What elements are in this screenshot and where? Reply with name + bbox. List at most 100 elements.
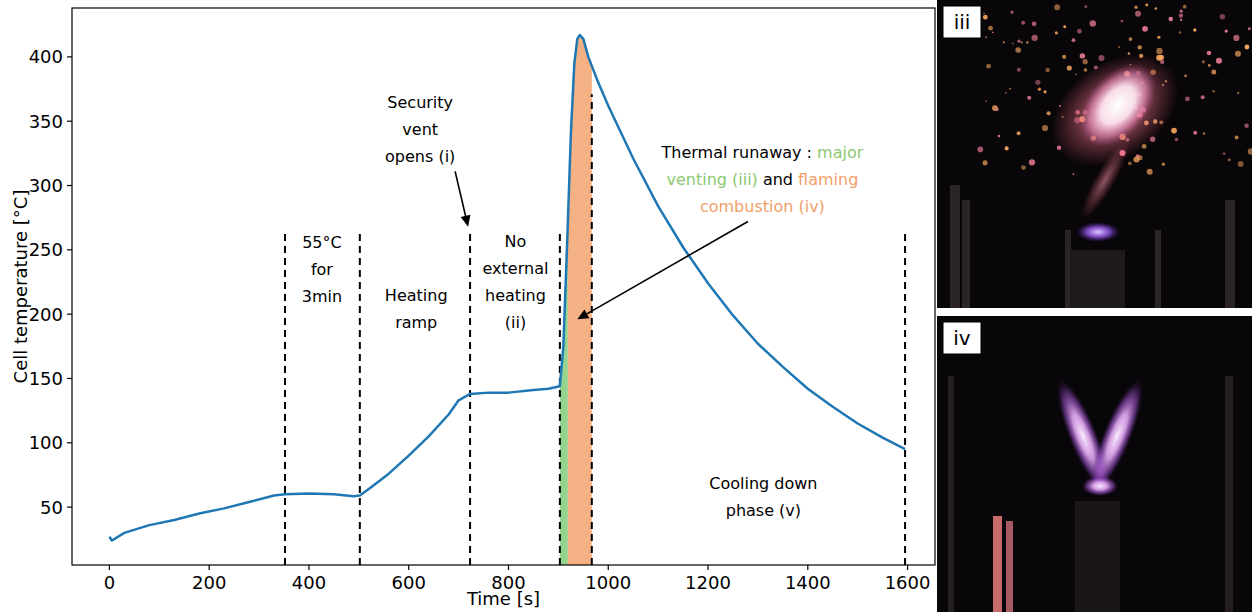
photo-spark — [1128, 162, 1132, 166]
annotation-line: Security — [387, 93, 453, 112]
annotation-text: heating — [485, 286, 546, 305]
photo-spark — [1021, 21, 1025, 25]
photo-spark — [1185, 96, 1190, 101]
photo-spark — [1005, 146, 1009, 150]
phase-boundary — [559, 231, 561, 565]
y-tick — [67, 314, 72, 315]
photo-spark — [1031, 35, 1037, 41]
photo-spark — [1010, 11, 1013, 14]
photo-spark — [1162, 163, 1165, 166]
y-tick-label: 250 — [29, 239, 63, 260]
photo-background — [937, 0, 1252, 308]
photo-spark — [1179, 31, 1181, 33]
x-tick-label: 600 — [392, 572, 426, 593]
photo-rod — [993, 516, 1002, 612]
photo-spark — [1072, 38, 1076, 42]
photo-spark — [1193, 28, 1196, 31]
y-tick-label: 350 — [29, 111, 63, 132]
photo-spark — [1063, 25, 1066, 28]
annotation-text: major — [817, 143, 864, 162]
phase-boundary — [469, 231, 471, 565]
photo-spark — [983, 160, 988, 165]
annotation-text: (ii) — [505, 313, 526, 332]
photo-spark — [1171, 128, 1177, 134]
annotation-line: ramp — [395, 313, 437, 332]
figure: 0200400600800100012001400160050100150200… — [0, 0, 1252, 612]
photo-spark — [1180, 10, 1183, 13]
photo-flame-base — [1082, 476, 1118, 496]
annotation-line: Heating — [385, 286, 448, 305]
photo-spark — [1216, 58, 1222, 64]
photo-spark — [1075, 73, 1077, 75]
photo-post — [1225, 376, 1233, 612]
photo-spark — [1220, 14, 1225, 19]
photo-spark — [1223, 152, 1225, 154]
annotation-line: No — [505, 232, 527, 251]
photo-spark — [1203, 132, 1205, 134]
photo-spark — [1138, 45, 1142, 49]
plot-frame — [72, 8, 935, 565]
x-tick-label: 1600 — [885, 572, 931, 593]
x-tick — [608, 565, 609, 570]
photo-spark — [1077, 29, 1082, 34]
arrow-head — [461, 215, 471, 227]
x-tick — [209, 565, 210, 570]
photo-holder — [1070, 250, 1125, 308]
photo-spark — [1134, 5, 1138, 9]
photo-spark — [1017, 131, 1021, 135]
photo — [937, 0, 1252, 308]
annotation-text: No — [505, 232, 527, 251]
photo-post — [962, 200, 970, 308]
photo-spark — [1026, 41, 1028, 43]
photo-spark — [1012, 42, 1014, 44]
photo-post — [950, 185, 960, 308]
x-tick-label: 1200 — [685, 572, 731, 593]
annotation-line: vent — [402, 120, 438, 139]
photo-rod — [1006, 521, 1013, 612]
photo-spark — [1248, 27, 1251, 30]
photo-spark — [1180, 19, 1182, 21]
photo-spark — [983, 12, 985, 14]
x-tick — [308, 565, 309, 570]
annotation-text: Heating — [385, 286, 448, 305]
photo-spark — [1021, 165, 1026, 170]
annotation-text: ramp — [395, 313, 437, 332]
photo-spark — [1029, 159, 1035, 165]
photo-spark — [1233, 35, 1239, 41]
x-axis-title: Time [s] — [466, 588, 540, 609]
photo-spark — [1080, 53, 1085, 58]
photo-spark — [1244, 123, 1248, 127]
annotation-text: phase (v) — [726, 501, 801, 520]
photo-spark — [986, 64, 991, 69]
photo-spark — [1027, 96, 1031, 100]
photo-spark — [1180, 14, 1182, 16]
annotation-text: for — [311, 260, 333, 279]
photo-spark — [1156, 48, 1162, 54]
photo-spark — [983, 15, 988, 20]
annotation-text: vent — [402, 120, 438, 139]
photo-spark — [1118, 46, 1120, 48]
photo-spark — [1155, 7, 1158, 10]
photo-spark — [1090, 20, 1096, 26]
photo-spark — [1038, 87, 1041, 90]
y-tick — [67, 507, 72, 508]
photo-spark — [992, 31, 994, 33]
photo-spark — [1120, 20, 1123, 23]
annotation-text: flaming — [798, 170, 858, 189]
photo-spark — [1184, 74, 1187, 77]
photo-spark — [1005, 92, 1007, 94]
phase-boundary — [359, 231, 361, 565]
annotation-text: venting (iii) — [666, 170, 757, 189]
photo-spark — [995, 107, 999, 111]
photo-spark — [1142, 26, 1148, 32]
photo-spark — [1238, 161, 1244, 167]
photo-spark — [1046, 111, 1050, 115]
photo-spark — [1145, 4, 1148, 7]
annotation-line: Cooling down — [709, 474, 817, 493]
photo-spark — [988, 26, 993, 31]
annotation-text: Thermal runaway : — [661, 143, 818, 162]
photo-spark — [1015, 47, 1021, 53]
photo-spark — [1084, 5, 1087, 8]
photo-spark — [1208, 64, 1211, 67]
photo-spark — [1129, 37, 1133, 41]
